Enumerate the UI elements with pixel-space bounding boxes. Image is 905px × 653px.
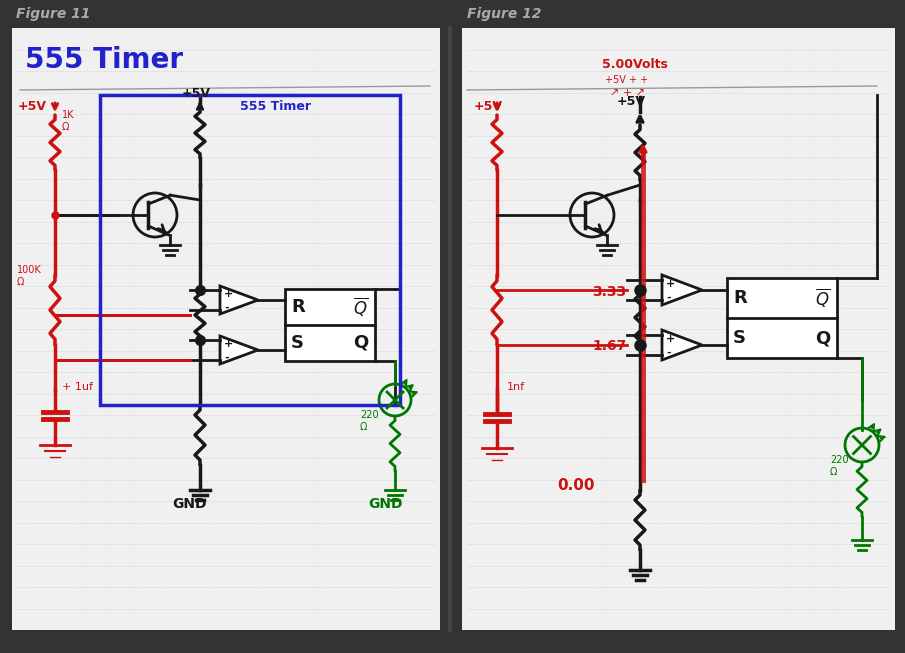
Text: -: - (224, 303, 229, 313)
Text: Q: Q (815, 329, 830, 347)
Text: 1K
Ω: 1K Ω (62, 110, 74, 132)
Polygon shape (220, 336, 258, 364)
Text: 220
Ω: 220 Ω (830, 455, 849, 477)
Bar (12, 28, 440, 630)
Text: 1.67: 1.67 (592, 339, 626, 353)
Text: +5V: +5V (617, 95, 646, 108)
Bar (462, 28, 895, 630)
Polygon shape (662, 330, 702, 360)
Text: R: R (291, 298, 305, 316)
Text: GND: GND (368, 497, 403, 511)
Bar (285, 289, 375, 361)
Text: +: + (666, 279, 675, 289)
Text: +5V: +5V (18, 100, 47, 113)
Text: 1nf: 1nf (507, 382, 525, 392)
Bar (100, 95, 400, 405)
Polygon shape (220, 286, 258, 314)
Text: -: - (666, 293, 671, 303)
Text: -: - (224, 353, 229, 363)
Text: Figure 12: Figure 12 (467, 7, 541, 21)
Text: GND: GND (172, 497, 206, 511)
Polygon shape (662, 275, 702, 305)
Text: 220
Ω: 220 Ω (360, 410, 378, 432)
Text: $\overline{Q}$: $\overline{Q}$ (353, 296, 368, 319)
Text: +5V: +5V (182, 87, 211, 100)
Text: +5V: +5V (474, 100, 503, 113)
Text: ↗ + ↗: ↗ + ↗ (610, 88, 645, 98)
Text: +: + (224, 339, 233, 349)
Text: +5V + +: +5V + + (605, 75, 648, 85)
Text: 5.00Volts: 5.00Volts (602, 58, 668, 71)
Text: R: R (733, 289, 747, 307)
Text: Q: Q (353, 334, 368, 352)
Text: 100K
Ω: 100K Ω (17, 265, 42, 287)
Text: 3.33: 3.33 (592, 285, 626, 299)
Text: 555 Timer: 555 Timer (25, 46, 183, 74)
Text: S: S (291, 334, 304, 352)
Text: $\overline{Q}$: $\overline{Q}$ (815, 287, 830, 310)
Text: S: S (733, 329, 746, 347)
Text: 555 Timer: 555 Timer (240, 100, 311, 113)
Bar (727, 278, 837, 358)
Text: Figure 11: Figure 11 (16, 7, 90, 21)
Text: 0.00: 0.00 (557, 478, 595, 493)
Text: +: + (224, 289, 233, 299)
Text: + 1uf: + 1uf (62, 382, 93, 392)
Text: +: + (666, 334, 675, 344)
Text: -: - (666, 348, 671, 358)
